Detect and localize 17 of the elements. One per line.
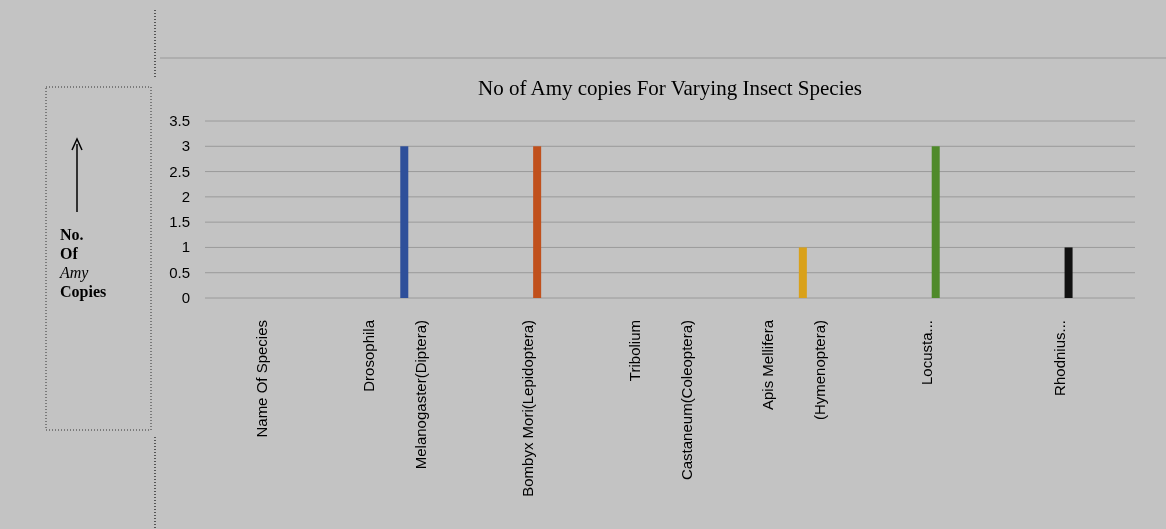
x-tick-label: Bombyx Mori(Lepidoptera) bbox=[519, 320, 537, 497]
y-tick-label: 3.5 bbox=[169, 112, 190, 129]
y-tick-label: 0 bbox=[181, 289, 190, 306]
x-tick-label: Rhodnius... bbox=[1050, 320, 1068, 396]
chart-title: No of Amy copies For Varying Insect Species bbox=[478, 76, 862, 100]
category-label: Tribolium Castaneum(Coleoptera) bbox=[626, 320, 695, 481]
y-tick-label: 2.5 bbox=[169, 162, 190, 180]
category-label: Apis Mellifera (Hymenoptera) bbox=[758, 320, 828, 421]
y-axis-title: No. Of Amy Copies bbox=[59, 226, 107, 301]
y-tick-label: 0.5 bbox=[169, 263, 190, 281]
y-tick-label: 3 bbox=[181, 137, 190, 155]
y-tick-label: 1.5 bbox=[169, 213, 190, 231]
y-tick-label: 2 bbox=[181, 187, 190, 205]
x-tick-label: Locusta... bbox=[917, 320, 935, 386]
x-tick-label: Name Of Species bbox=[253, 320, 271, 438]
y-tick-label: 1 bbox=[181, 238, 190, 256]
category-label: Drosophila Melanogaster(Diptera) bbox=[360, 320, 430, 470]
